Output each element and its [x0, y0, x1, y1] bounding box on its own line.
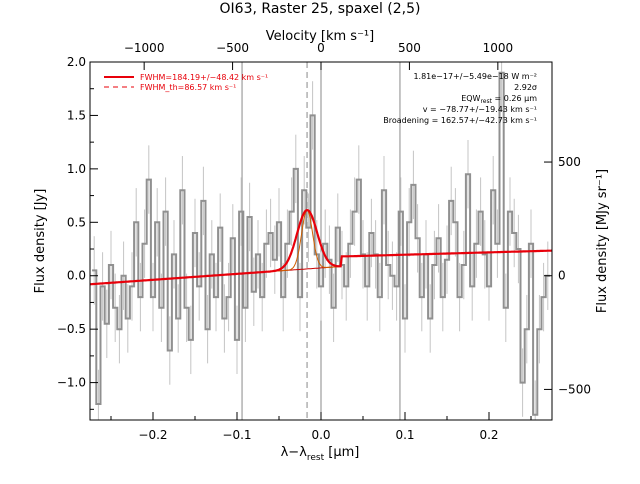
- y-tick-label: 1.5: [67, 108, 86, 122]
- top-tick-label: 0: [317, 41, 325, 55]
- y-axis-label-left: Flux density [Jy]: [33, 189, 48, 294]
- y-axis-label-right: Flux density [MJy sr⁻¹]: [595, 169, 610, 313]
- y-axis-ticks: −1.0 −0.5 0.0 0.5 1.0 1.5 2.0: [57, 55, 98, 410]
- legend-fwhm-th-text: FWHM_th=86.57 km s⁻¹: [140, 83, 236, 92]
- top-axis-label: Velocity [km s⁻¹]: [266, 29, 374, 44]
- annotation-velocity: v = −78.77+/−19.43 km s⁻¹: [423, 105, 537, 114]
- fit-series: [89, 208, 553, 286]
- right-tick-label: 500: [558, 155, 581, 169]
- x-tick-label: 0.0: [311, 428, 330, 442]
- y-tick-label: 2.0: [67, 55, 86, 69]
- top-tick-label: −1000: [124, 41, 165, 55]
- top-tick-label: 500: [398, 41, 421, 55]
- x-tick-label: −0.1: [222, 428, 251, 442]
- chart-title: OI63, Raster 25, spaxel (2,5): [220, 1, 421, 17]
- spectrum-series: [92, 71, 550, 416]
- y-tick-label: −1.0: [57, 376, 86, 390]
- fit-annotations: 1.81e−17+/−5.49e−18 W m⁻² 2.92σ EQWrest …: [383, 72, 537, 125]
- annotation-broadening: Broadening = 162.57+/−42.73 km s⁻¹: [383, 116, 537, 125]
- spectrum-step-line: [92, 71, 550, 416]
- annotation-sigma: 2.92σ: [514, 83, 537, 92]
- reference-lines: [241, 62, 401, 420]
- y-tick-label: 1.0: [67, 162, 86, 176]
- x-axis-label: λ−λrest [μm]: [281, 445, 360, 463]
- y-tick-label: 0.0: [67, 269, 86, 283]
- legend-fwhm-text: FWHM=184.19+/−48.42 km s⁻¹: [140, 73, 268, 82]
- x-tick-label: 0.2: [479, 428, 498, 442]
- x-axis-ticks: −0.2 −0.1 0.0 0.1 0.2: [110, 412, 532, 442]
- annotation-flux: 1.81e−17+/−5.49e−18 W m⁻²: [413, 72, 537, 81]
- right-tick-label: −500: [558, 382, 591, 396]
- gaussian-fit-line: [89, 208, 553, 286]
- top-axis-ticks: −1000 −500 0 500 1000: [124, 41, 513, 70]
- top-tick-label: 1000: [483, 41, 514, 55]
- x-tick-label: 0.1: [395, 428, 414, 442]
- x-tick-label: −0.2: [138, 428, 167, 442]
- right-tick-label: 0: [558, 269, 566, 283]
- legend: FWHM=184.19+/−48.42 km s⁻¹ FWHM_th=86.57…: [104, 73, 268, 92]
- right-axis-ticks: −500 0 500: [544, 155, 591, 396]
- y-tick-label: 0.5: [67, 215, 86, 229]
- annotation-eqw: EQWrest = 0.26 μm: [461, 94, 537, 105]
- y-tick-label: −0.5: [57, 322, 86, 336]
- top-tick-label: −500: [216, 41, 249, 55]
